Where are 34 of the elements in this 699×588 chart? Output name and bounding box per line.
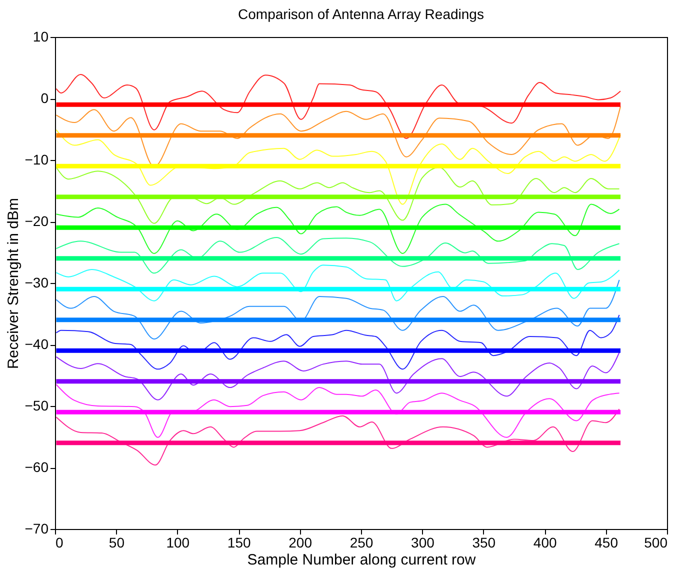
- line-series: [56, 408, 620, 466]
- x-tick-label: 0: [56, 534, 64, 550]
- line-series: [56, 166, 620, 224]
- y-tick-label: −10: [24, 152, 49, 168]
- x-tick-label: 50: [108, 534, 125, 550]
- line-series: [56, 314, 620, 370]
- y-tick-label: −70: [24, 520, 49, 536]
- x-tick-label: 250: [350, 534, 374, 550]
- line-series: [56, 384, 620, 438]
- line-series: [56, 236, 620, 274]
- y-tick-label: 10: [32, 28, 49, 44]
- y-tick-label: −60: [24, 459, 49, 475]
- line-series: [56, 352, 620, 400]
- y-tick-label: −40: [24, 336, 49, 352]
- x-tick-label: 400: [533, 534, 557, 550]
- x-tick-label: 200: [288, 534, 312, 550]
- x-tick-label: 350: [472, 534, 496, 550]
- line-series: [56, 129, 621, 205]
- line-series: [56, 74, 621, 139]
- y-axis-title: Receiver Strenght in dBm: [4, 198, 22, 369]
- y-tick-label: −50: [24, 398, 49, 414]
- x-tick-label: 500: [644, 534, 668, 550]
- chart-title: Comparison of Antenna Array Readings: [238, 6, 484, 22]
- x-tick-label: 450: [594, 534, 618, 550]
- line-series: [56, 264, 620, 302]
- x-tick-label: 100: [166, 534, 190, 550]
- y-tick-label: −30: [24, 274, 49, 290]
- x-tick-label: 150: [227, 534, 251, 550]
- x-axis-title: Sample Number along current row: [247, 552, 476, 568]
- line-series: [56, 204, 620, 254]
- y-tick-label: 0: [40, 90, 49, 106]
- line-series: [56, 279, 620, 340]
- y-tick-label: −20: [24, 213, 49, 229]
- x-tick-label: 300: [411, 534, 435, 550]
